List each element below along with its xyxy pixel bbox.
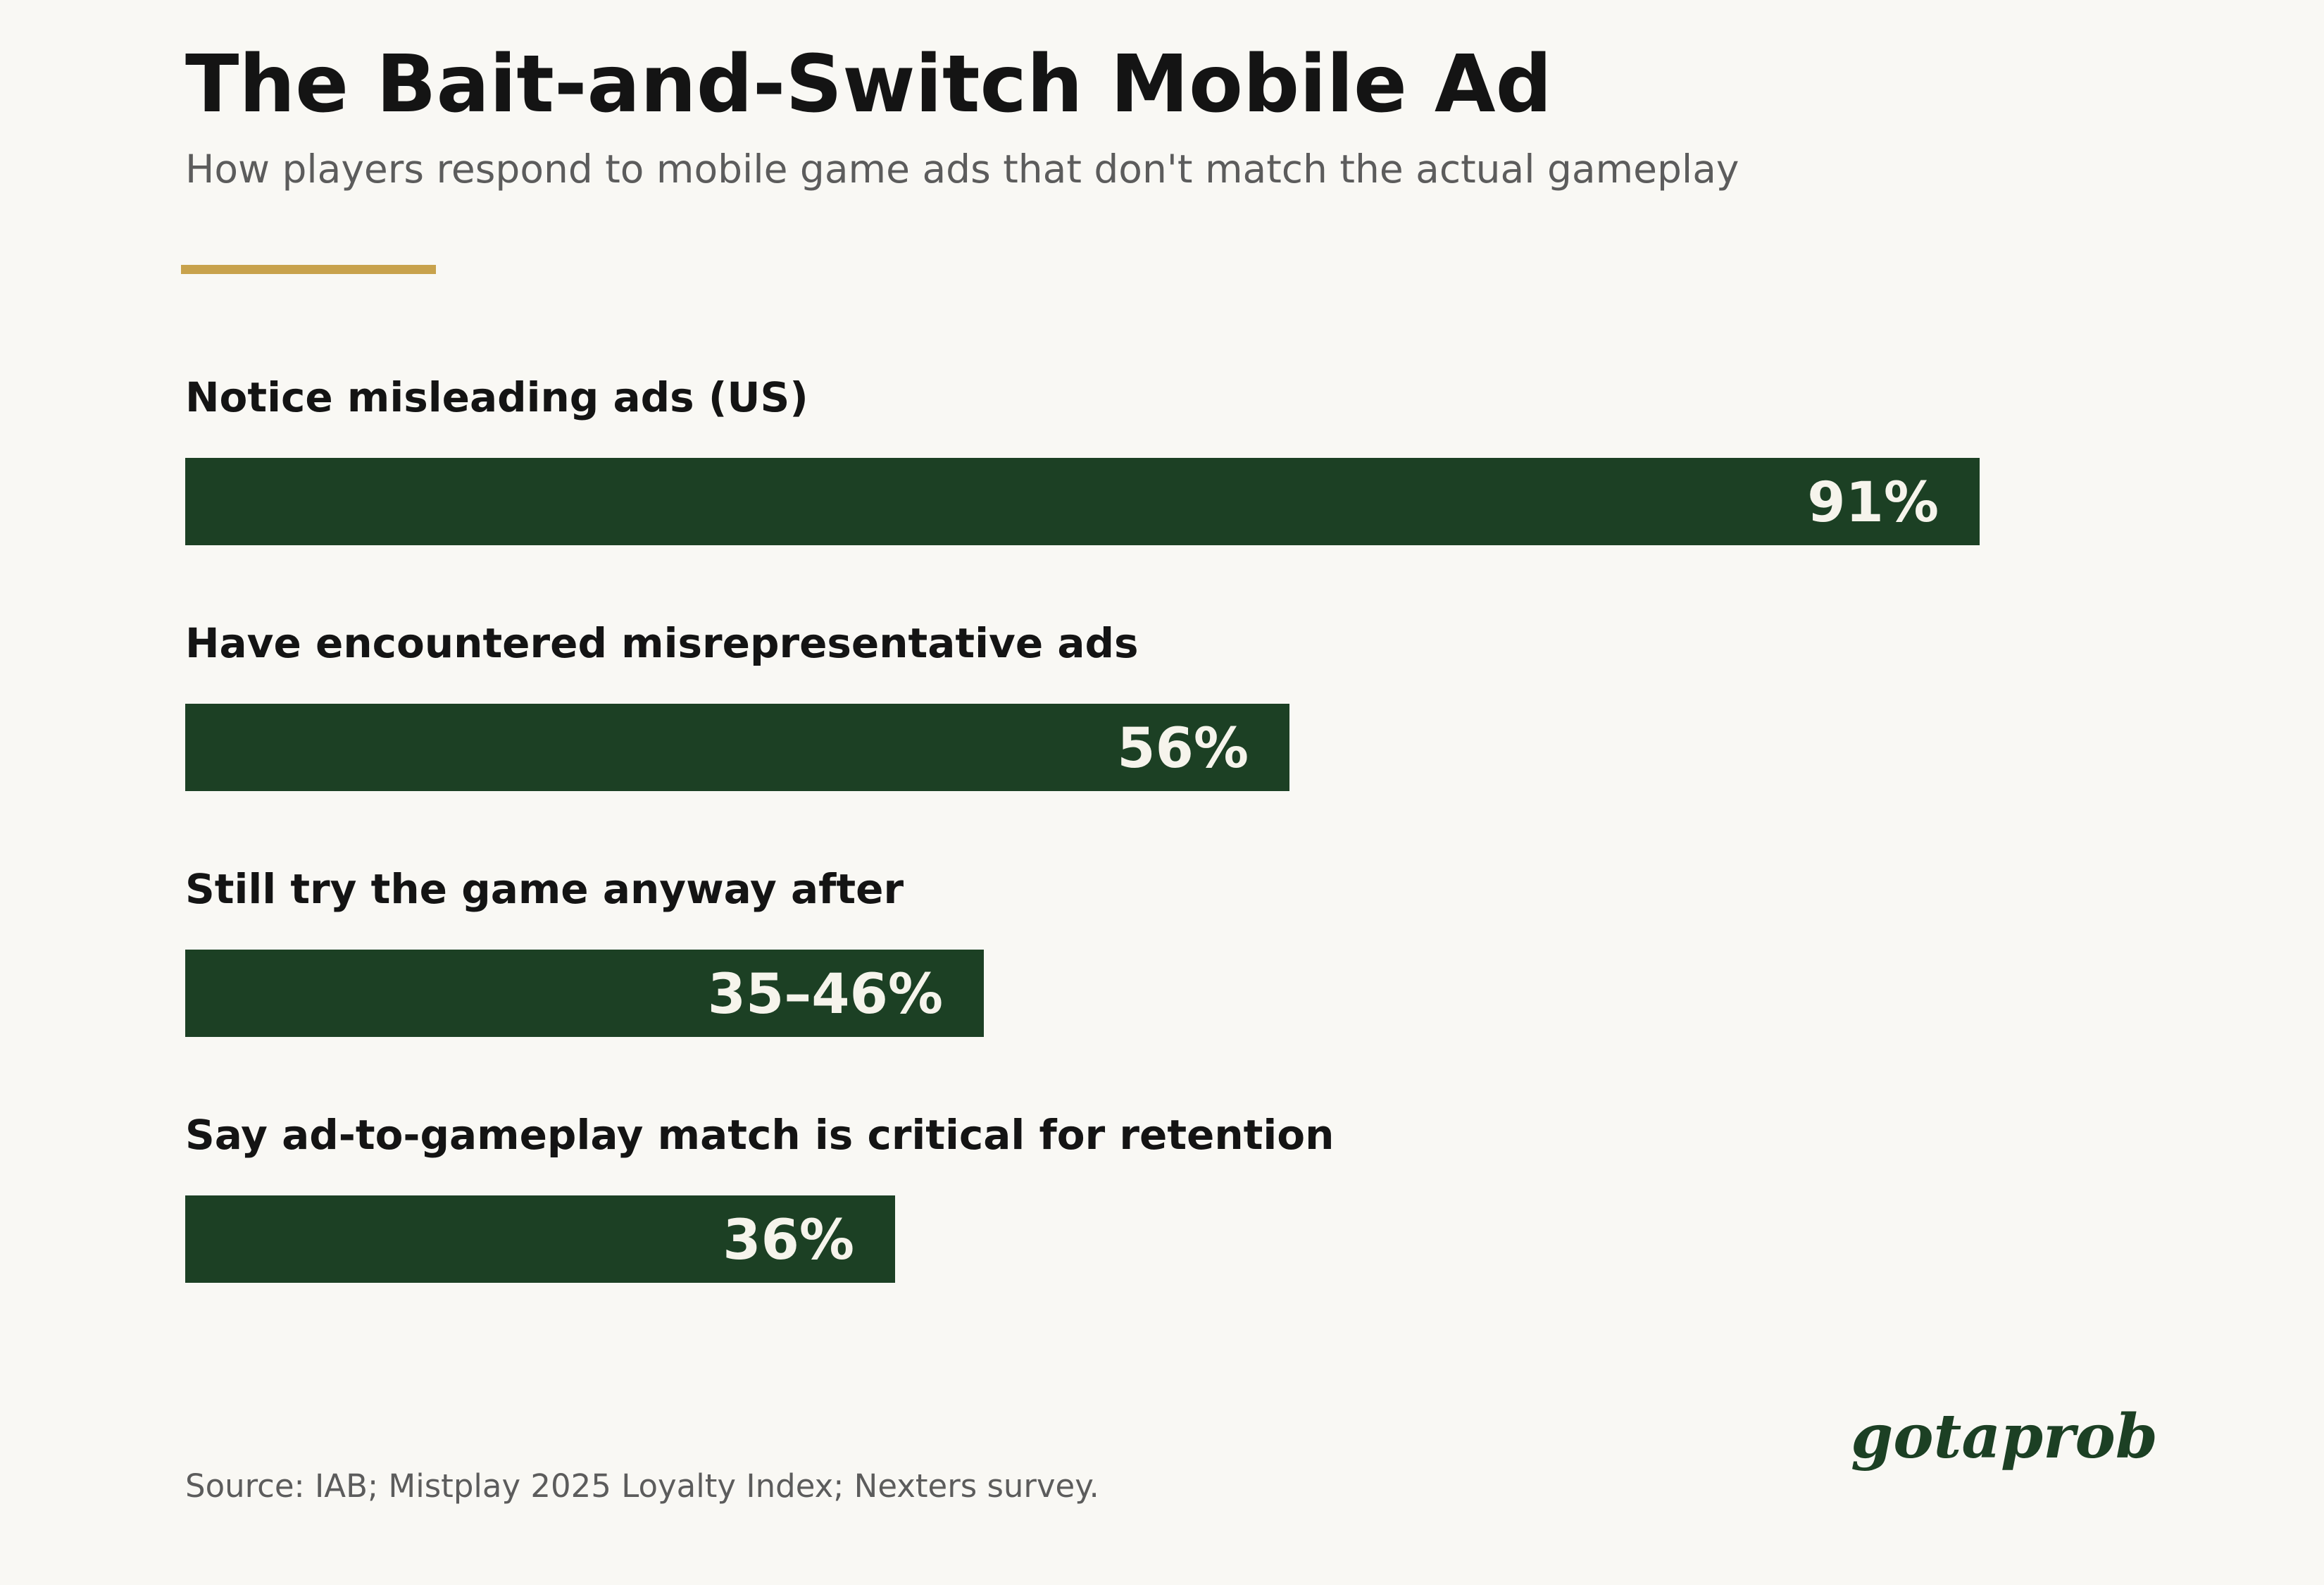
bar <box>185 458 1980 545</box>
source-note: Source: IAB; Mistplay 2025 Loyalty Index… <box>185 1467 1099 1505</box>
bar-value-label: 35–46% <box>708 963 943 1026</box>
bar <box>185 704 1289 791</box>
category-label: Have encountered misrepresentative ads <box>185 619 1139 667</box>
bar <box>185 1195 895 1283</box>
bar <box>185 950 984 1037</box>
bar-value-label: 36% <box>723 1209 854 1272</box>
chart-subtitle: How players respond to mobile game ads t… <box>185 147 1739 192</box>
category-label: Notice misleading ads (US) <box>185 373 808 421</box>
chart-title: The Bait-and-Switch Mobile Ad <box>185 39 1552 130</box>
bar-value-label: 56% <box>1117 717 1249 781</box>
bar-value-label: 91% <box>1807 471 1939 535</box>
category-label: Say ad-to-gameplay match is critical for… <box>185 1111 1334 1159</box>
accent-divider <box>181 265 436 274</box>
brand-logo: gotaprob <box>1851 1401 2158 1472</box>
category-label: Still try the game anyway after <box>185 865 904 913</box>
